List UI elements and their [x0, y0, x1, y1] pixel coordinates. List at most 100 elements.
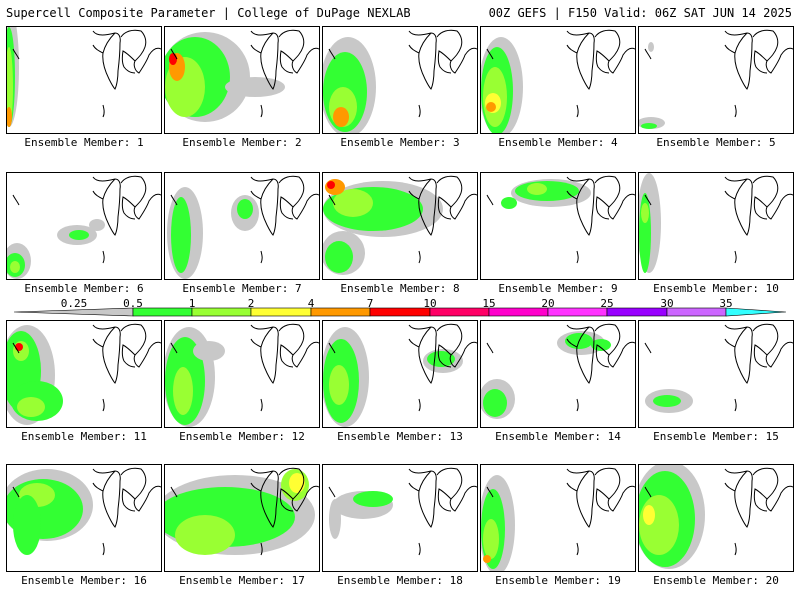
great-lakes-outline	[250, 467, 319, 528]
scp-contour-region	[333, 189, 373, 217]
great-lakes-outline	[92, 175, 161, 236]
great-lakes-outline	[724, 467, 793, 528]
scp-contour-map	[323, 323, 477, 427]
legend-color-swatch	[310, 307, 371, 317]
great-lakes-outline	[566, 175, 635, 236]
ensemble-member-map	[6, 320, 162, 428]
ensemble-member-label: Ensemble Member: 20	[653, 574, 779, 587]
scp-contour-region	[483, 519, 499, 559]
scp-contour-map	[323, 29, 477, 133]
coastline-outline	[328, 342, 336, 354]
legend-color-swatch	[488, 307, 549, 317]
coastline-outline	[170, 342, 178, 354]
ensemble-member-label: Ensemble Member: 5	[656, 136, 776, 149]
ensemble-member-label: Ensemble Member: 9	[498, 282, 618, 295]
great-lakes-outline	[408, 323, 477, 384]
legend-tick-label: 7	[366, 297, 374, 310]
legend-tick-label: 0.5	[123, 297, 143, 310]
scp-contour-region	[329, 499, 341, 539]
great-lakes-outline	[724, 323, 793, 384]
legend-tick-label: 20	[541, 297, 555, 310]
scp-contour-map	[165, 467, 319, 556]
great-lakes-outline	[92, 323, 161, 384]
great-lakes-outline	[566, 323, 635, 384]
scp-contour-region	[15, 343, 23, 351]
coastline-outline	[644, 486, 652, 498]
great-lakes-outline	[250, 29, 319, 90]
coastline-outline	[734, 398, 737, 412]
ensemble-member-label: Ensemble Member: 1	[24, 136, 144, 149]
ensemble-member-map	[480, 172, 636, 280]
scp-contour-region	[333, 107, 349, 127]
scp-contour-map	[481, 323, 635, 419]
coastline-outline	[12, 194, 20, 206]
ensemble-member-map	[6, 26, 162, 134]
coastline-outline	[576, 542, 579, 556]
scp-contour-region	[486, 102, 496, 112]
scp-contour-region	[169, 53, 177, 65]
coastline-outline	[644, 342, 652, 354]
scp-contour-map	[639, 173, 793, 273]
coastline-outline	[644, 194, 652, 206]
scp-contour-region	[289, 473, 305, 493]
legend-tick-label: 25	[600, 297, 614, 310]
scp-contour-map	[7, 467, 161, 556]
ensemble-member-label: Ensemble Member: 4	[498, 136, 618, 149]
scp-contour-region	[171, 197, 191, 273]
ensemble-member-map	[322, 320, 478, 428]
legend-color-swatch	[666, 307, 727, 317]
ensemble-member-label: Ensemble Member: 2	[182, 136, 302, 149]
scp-contour-region	[325, 241, 353, 273]
scp-contour-region	[175, 515, 235, 555]
legend-color-swatch	[250, 307, 312, 317]
coastline-outline	[734, 250, 737, 264]
coastline-outline	[576, 250, 579, 264]
ensemble-member-map	[638, 464, 794, 572]
legend-tick-label: 30	[660, 297, 674, 310]
coastline-outline	[12, 486, 20, 498]
scp-contour-region	[527, 183, 547, 195]
ensemble-member-label: Ensemble Member: 17	[179, 574, 305, 587]
ensemble-member-map	[164, 26, 320, 134]
coastline-outline	[486, 486, 494, 498]
ensemble-member-map	[322, 464, 478, 572]
ensemble-member-label: Ensemble Member: 10	[653, 282, 779, 295]
ensemble-member-label: Ensemble Member: 14	[495, 430, 621, 443]
coastline-outline	[418, 398, 421, 412]
scp-contour-region	[237, 199, 253, 219]
legend-color-swatch	[547, 307, 608, 317]
scp-contour-region	[329, 365, 349, 405]
coastline-outline	[576, 398, 579, 412]
scp-contour-region	[7, 107, 12, 127]
coastline-outline	[328, 486, 336, 498]
ensemble-member-label: Ensemble Member: 18	[337, 574, 463, 587]
ensemble-member-label: Ensemble Member: 19	[495, 574, 621, 587]
scp-contour-region	[173, 367, 193, 415]
ensemble-member-map	[6, 172, 162, 280]
coastline-outline	[102, 104, 105, 118]
ensemble-member-label: Ensemble Member: 8	[340, 282, 460, 295]
color-legend	[13, 307, 787, 317]
great-lakes-outline	[724, 29, 793, 90]
coastline-outline	[260, 104, 263, 118]
ensemble-member-label: Ensemble Member: 15	[653, 430, 779, 443]
scp-contour-region	[643, 505, 655, 525]
ensemble-member-map	[638, 320, 794, 428]
legend-color-swatch	[369, 307, 431, 317]
legend-tick-label: 0.25	[60, 297, 88, 310]
scp-contour-region	[17, 397, 45, 417]
scp-contour-map	[167, 175, 319, 279]
coastline-outline	[102, 542, 105, 556]
scp-contour-map	[323, 175, 477, 275]
scp-contour-region	[7, 47, 13, 127]
scp-contour-region	[13, 495, 41, 555]
scp-contour-region	[641, 123, 657, 129]
great-lakes-outline	[408, 175, 477, 236]
scp-contour-region	[501, 197, 517, 209]
coastline-outline	[260, 398, 263, 412]
coastline-outline	[328, 48, 336, 60]
scp-contour-region	[327, 181, 335, 189]
ensemble-member-map	[322, 172, 478, 280]
great-lakes-outline	[250, 175, 319, 236]
scp-contour-region	[648, 42, 654, 52]
